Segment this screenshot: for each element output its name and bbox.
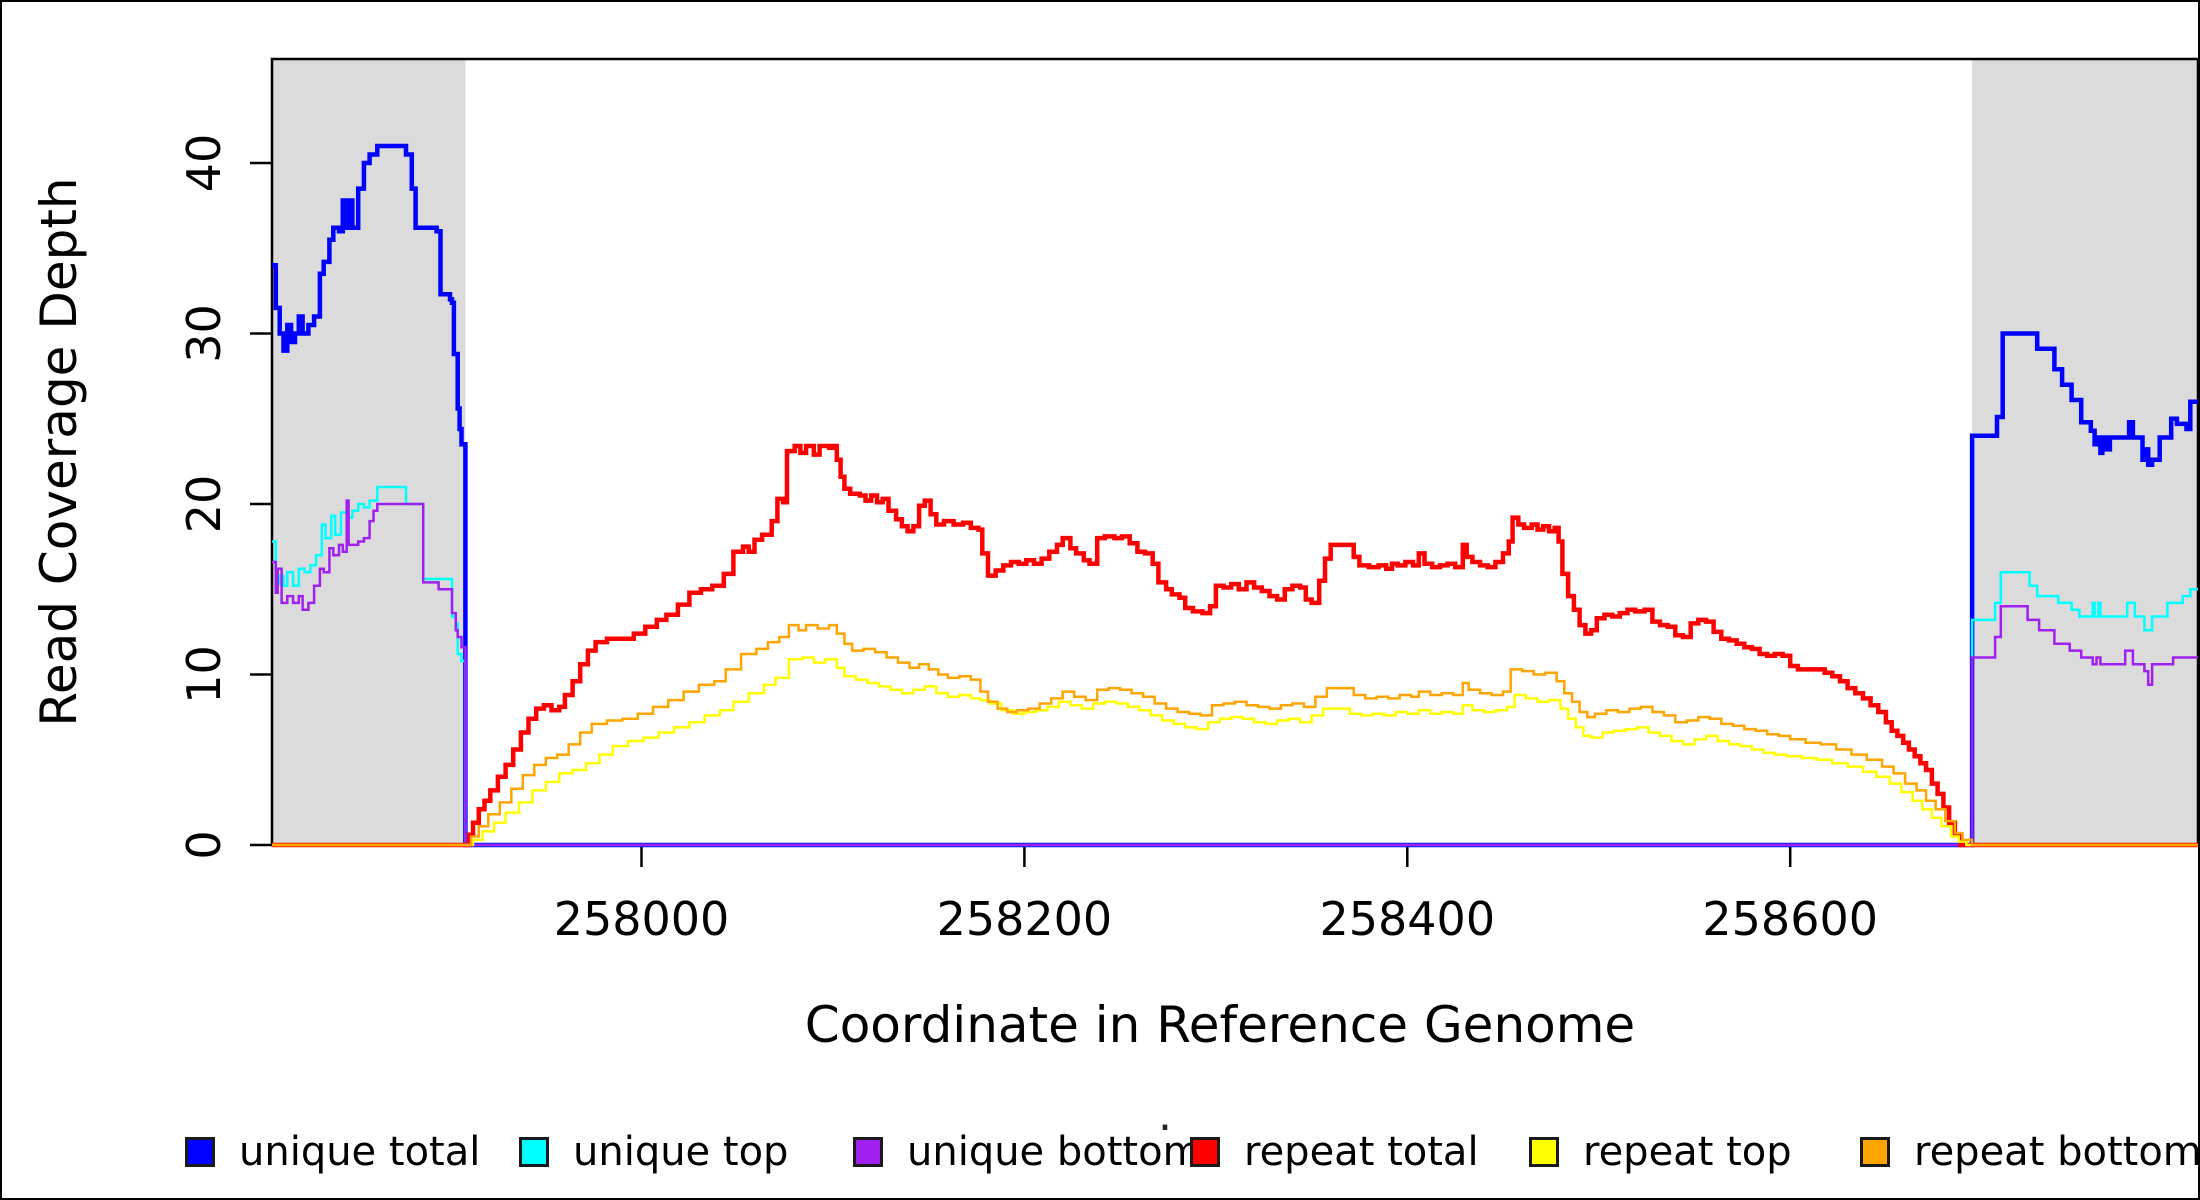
legend-swatch-repeat-total [1190,1137,1220,1167]
unique-region-right [1972,59,2198,845]
legend-label-unique-bottom: unique bottom [907,1129,1202,1175]
series-unique-bottom [272,499,2198,847]
y-tick-label: 30 [177,304,231,363]
y-tick-label: 10 [177,645,231,704]
stray-dot-artifact: . [1158,1090,1172,1141]
legend-swatch-unique-top [519,1137,549,1167]
legend-swatch-repeat-top [1529,1137,1559,1167]
plot-border [270,57,2198,847]
legend-label-unique-top: unique top [573,1129,789,1175]
legend-swatch-unique-total [185,1137,215,1167]
series-lines [272,143,2198,848]
y-tick-label: 40 [177,134,231,193]
legend-item-unique-bottom: unique bottom [853,1129,1202,1175]
x-tick-label: 258000 [554,892,730,946]
y-axis-title: Read Coverage Depth [30,177,88,726]
legend-item-repeat-bottom: repeat bottom [1860,1129,2200,1175]
y-tick-label: 20 [177,475,231,534]
series-repeat-bottom [272,623,2198,847]
legend-label-unique-total: unique total [239,1129,481,1175]
y-tick-label: 0 [177,830,231,859]
series-repeat-top [272,656,2198,847]
legend-label-repeat-bottom: repeat bottom [1914,1129,2200,1175]
series-unique-top [272,485,2198,847]
series-repeat-total [272,443,2198,848]
series-unique-total [272,143,2198,848]
unique-region-left [272,59,466,845]
legend-swatch-unique-bottom [853,1137,883,1167]
x-axis-title: Coordinate in Reference Genome [805,996,1635,1054]
legend-item-unique-total: unique total [185,1129,481,1175]
legend-item-unique-top: unique top [519,1129,789,1175]
x-tick-label: 258600 [1702,892,1878,946]
x-tick-label: 258400 [1319,892,1495,946]
legend-label-repeat-total: repeat total [1244,1129,1479,1175]
legend-item-repeat-total: repeat total [1190,1129,1479,1175]
axis-ticks: 258000 258200 258400 258600 0 10 20 30 40 [177,134,1878,946]
legend-item-repeat-top: repeat top [1529,1129,1792,1175]
x-tick-label: 258200 [937,892,1113,946]
legend-swatch-repeat-bottom [1860,1137,1890,1167]
legend-label-repeat-top: repeat top [1583,1129,1792,1175]
shaded-regions [272,59,2198,845]
